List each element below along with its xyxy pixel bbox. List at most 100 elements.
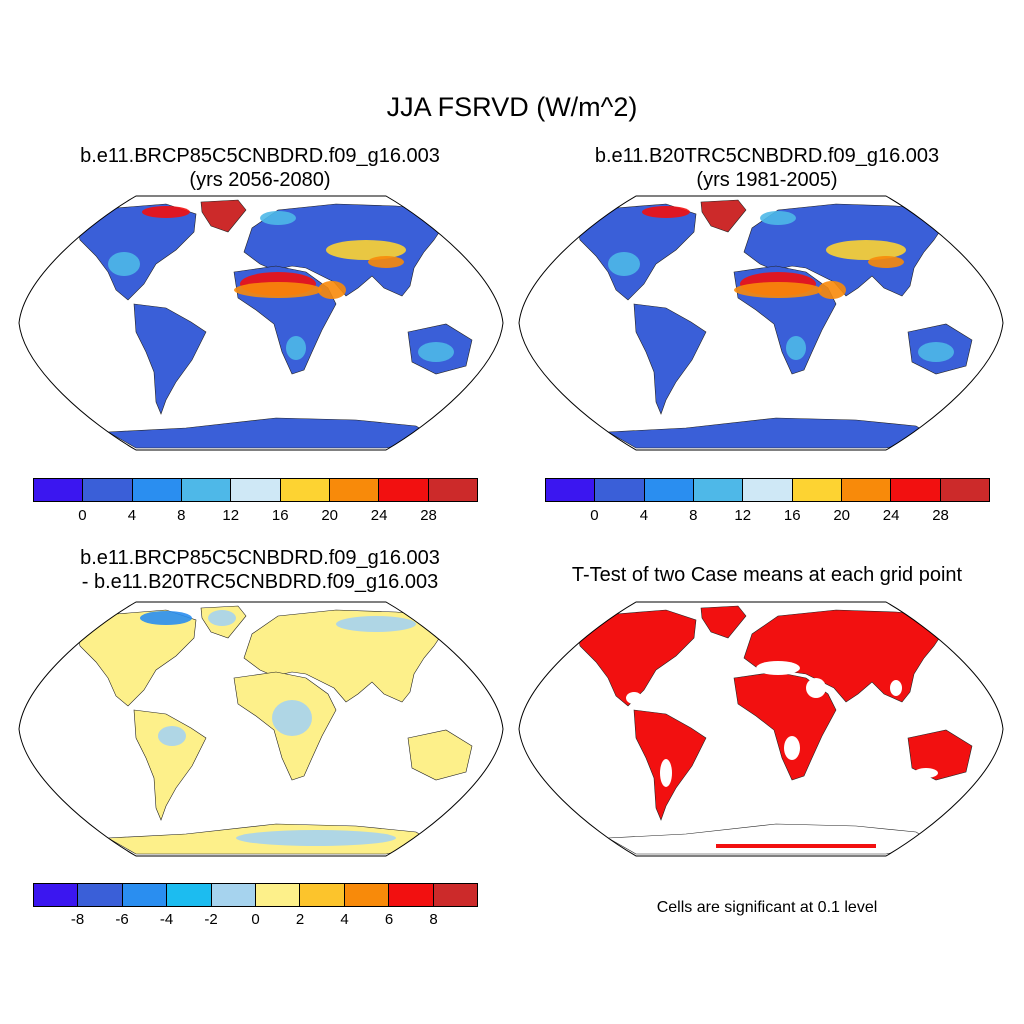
spot-africa-light bbox=[272, 700, 312, 736]
colorbar-difference bbox=[33, 883, 478, 907]
spot-scandinavia bbox=[760, 211, 796, 225]
colorbar-tick-label: 0 bbox=[590, 507, 599, 524]
colorbar-swatch bbox=[329, 479, 380, 501]
colorbar-tick-label: 12 bbox=[222, 507, 240, 524]
figure-title: JJA FSRVD (W/m^2) bbox=[386, 92, 638, 122]
spot-central-asia bbox=[326, 240, 406, 260]
spot-southern-africa bbox=[286, 336, 306, 360]
spot-tibet-warm bbox=[368, 256, 404, 268]
colorbar-swatch bbox=[167, 884, 212, 906]
colorbar-swatch bbox=[211, 884, 257, 906]
colorbar-ticks-difference: -8 -6 -4 -2 0 2 4 6 8 bbox=[33, 911, 478, 931]
spot-tibet-warm bbox=[868, 256, 904, 268]
colorbar-tick-label: 16 bbox=[271, 507, 289, 524]
nonsignificant-area bbox=[914, 768, 938, 778]
colorbar-swatch bbox=[83, 479, 133, 501]
colorbar-tick-label: 8 bbox=[177, 507, 186, 524]
colorbar-tick-label: 4 bbox=[127, 507, 137, 524]
spot-australia-center bbox=[418, 342, 454, 362]
colorbar-tick-label: 0 bbox=[251, 911, 260, 928]
colorbar-tick-label: 20 bbox=[321, 507, 338, 524]
colorbar-swatch bbox=[280, 479, 330, 501]
spot-siberia-light bbox=[336, 616, 416, 632]
panel-title-line1: T-Test of two Case means at each grid po… bbox=[571, 564, 963, 586]
colorbar-swatch bbox=[546, 479, 596, 501]
colorbar-tick-label: 8 bbox=[689, 507, 698, 524]
colorbar-tick-label: 28 bbox=[420, 507, 437, 524]
colorbar-tick-label: 0 bbox=[78, 507, 87, 524]
map-ttest-significance bbox=[518, 601, 1004, 857]
spot-sahara-warm bbox=[234, 282, 322, 298]
colorbar-swatch bbox=[379, 479, 429, 501]
colorbar-swatch bbox=[792, 479, 842, 501]
spot-central-asia bbox=[826, 240, 906, 260]
spot-western-us bbox=[108, 252, 140, 276]
colorbar-swatch bbox=[34, 884, 79, 906]
map-land-group bbox=[575, 199, 973, 449]
colorbar-swatch bbox=[841, 479, 892, 501]
map-rcp85-field bbox=[18, 195, 504, 451]
land-australia bbox=[907, 729, 973, 781]
panel-title-line1: b.e11.BRCP85C5CNBDRD.f09_g16.003 bbox=[80, 145, 440, 167]
colorbar-tick-label: -8 bbox=[70, 911, 85, 928]
colorbar-tick-label: 16 bbox=[783, 507, 801, 524]
spot-arabia-hot bbox=[318, 281, 346, 299]
panel-title-line2: (yrs 1981-2005) bbox=[696, 169, 838, 191]
colorbar-tick-label: 12 bbox=[734, 507, 752, 524]
spot-southern-africa bbox=[786, 336, 806, 360]
map-historical-field bbox=[518, 195, 1004, 451]
colorbar-swatch bbox=[940, 479, 989, 501]
land-greenland bbox=[200, 199, 247, 233]
colorbar-swatch bbox=[344, 884, 390, 906]
antarctica-significant-strip bbox=[716, 844, 876, 848]
colorbar-swatch bbox=[644, 479, 694, 501]
map-land-group bbox=[575, 605, 973, 855]
land-eurasia bbox=[743, 609, 947, 703]
colorbar-ticks-rcp85: 0 4 8 12 16 20 24 28 bbox=[33, 507, 478, 527]
colorbar-tick-label: 28 bbox=[932, 507, 949, 524]
spot-canada-arctic bbox=[142, 206, 190, 218]
spot-arabia-hot bbox=[818, 281, 846, 299]
colorbar-ticks-historical: 0 4 8 12 16 20 24 28 bbox=[545, 507, 990, 527]
land-antarctica bbox=[606, 417, 937, 449]
colorbar-swatch bbox=[743, 479, 793, 501]
nonsignificant-area bbox=[890, 680, 902, 696]
colorbar-tick-label: 20 bbox=[833, 507, 850, 524]
colorbar-swatch bbox=[433, 884, 478, 906]
colorbar-swatch bbox=[256, 884, 301, 906]
panel-title-historical: b.e11.B20TRC5CNBDRD.f09_g16.003 (yrs 198… bbox=[527, 144, 1007, 192]
nonsignificant-area bbox=[626, 692, 642, 704]
map-frame bbox=[18, 601, 504, 857]
colorbar-swatch bbox=[122, 884, 168, 906]
colorbar-swatch bbox=[428, 479, 477, 501]
colorbar-tick-label: 24 bbox=[882, 507, 900, 524]
nonsignificant-area bbox=[784, 736, 800, 760]
panel-title-line1: b.e11.B20TRC5CNBDRD.f09_g16.003 bbox=[594, 145, 940, 167]
colorbar-tick-label: -6 bbox=[115, 911, 129, 928]
spot-canada-arctic bbox=[642, 206, 690, 218]
colorbar-swatch bbox=[595, 479, 645, 501]
colorbar-swatch bbox=[389, 884, 434, 906]
spot-western-us bbox=[608, 252, 640, 276]
colorbar-historical bbox=[545, 478, 990, 502]
spot-scandinavia bbox=[260, 211, 296, 225]
land-south-america bbox=[133, 303, 207, 415]
map-frame bbox=[18, 195, 504, 451]
land-australia bbox=[407, 729, 473, 781]
panel-title-difference: b.e11.BRCP85C5CNBDRD.f09_g16.003 - b.e11… bbox=[20, 546, 500, 594]
colorbar-swatch bbox=[132, 479, 182, 501]
nonsignificant-area bbox=[806, 678, 826, 698]
colorbar-swatch bbox=[300, 884, 345, 906]
colorbar-swatch bbox=[891, 479, 941, 501]
map-difference bbox=[18, 601, 504, 857]
land-north-america bbox=[575, 609, 697, 707]
colorbar-tick-label: 24 bbox=[370, 507, 388, 524]
colorbar-tick-label: 6 bbox=[384, 911, 394, 928]
colorbar-tick-label: -2 bbox=[204, 911, 218, 928]
colorbar-swatch bbox=[231, 479, 281, 501]
colorbar-swatch bbox=[693, 479, 744, 501]
land-south-america bbox=[633, 303, 707, 415]
spot-amazon-light bbox=[158, 726, 186, 746]
map-land-group bbox=[75, 605, 473, 855]
colorbar-tick-label: 8 bbox=[429, 911, 438, 928]
